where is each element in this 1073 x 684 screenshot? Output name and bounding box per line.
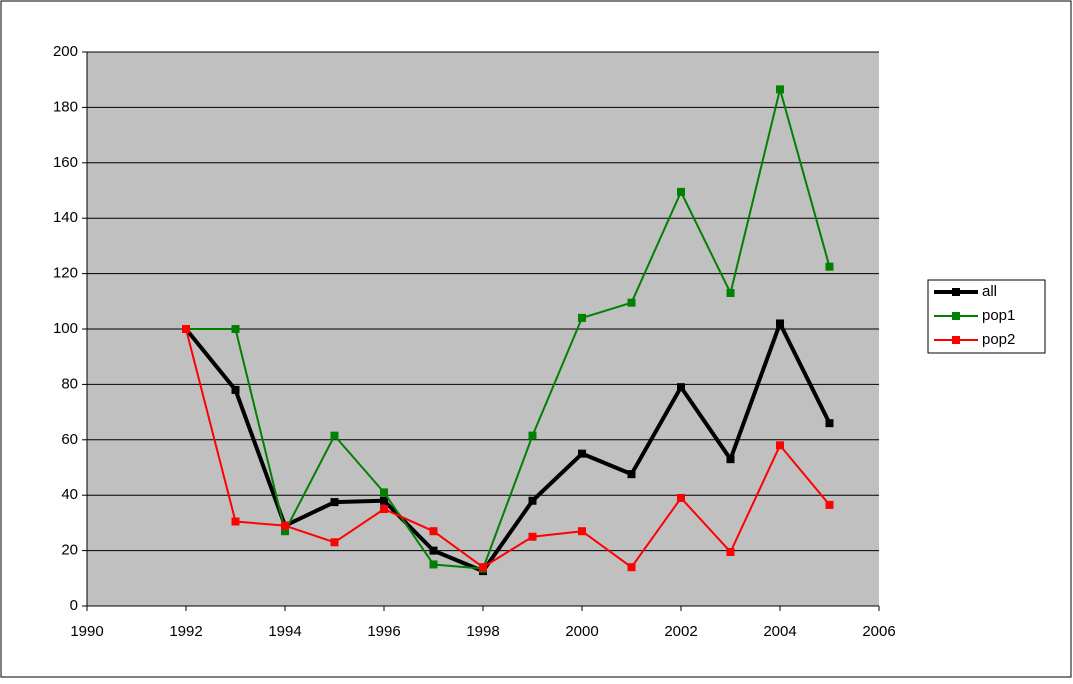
y-tick-label: 20: [61, 542, 78, 559]
point-marker: [578, 449, 586, 458]
point-marker: [528, 532, 537, 541]
y-tick-label: 80: [61, 375, 78, 392]
point-marker: [330, 431, 339, 440]
point-marker: [677, 493, 685, 502]
legend-marker: [952, 312, 960, 320]
y-tick-label: 0: [70, 597, 78, 614]
point-marker: [776, 85, 784, 94]
point-marker: [182, 325, 190, 333]
y-tick-label: 180: [53, 98, 78, 115]
point-marker: [528, 431, 537, 440]
point-marker: [281, 527, 289, 536]
point-marker: [281, 521, 289, 530]
point-marker: [677, 383, 685, 392]
y-tick-label: 200: [53, 43, 78, 60]
point-marker: [726, 288, 735, 297]
point-marker: [627, 563, 636, 572]
point-marker: [726, 547, 735, 556]
x-tick-label: 1998: [466, 623, 499, 640]
x-tick-label: 2006: [862, 623, 895, 640]
x-tick-label: 1996: [367, 623, 400, 640]
point-marker: [380, 496, 388, 505]
x-tick-label: 2004: [763, 623, 796, 640]
legend-label: pop2: [982, 331, 1015, 348]
point-marker: [429, 560, 438, 569]
y-tick-label: 120: [53, 265, 78, 282]
series-line: [185, 328, 831, 569]
point-marker: [578, 527, 586, 536]
point-marker: [231, 325, 240, 333]
point-marker: [825, 262, 834, 271]
point-marker: [776, 319, 784, 328]
x-tick-label: 2000: [565, 623, 598, 640]
point-marker: [231, 517, 240, 526]
y-tick-label: 160: [53, 154, 78, 171]
legend-marker: [952, 336, 960, 344]
x-tick-label: 1994: [268, 623, 301, 640]
series-line: [186, 88, 831, 570]
y-tick-label: 40: [61, 486, 78, 503]
y-tick-label: 60: [61, 431, 78, 448]
legend-label: all: [982, 283, 997, 300]
legend-marker: [952, 288, 960, 296]
point-marker: [380, 505, 388, 514]
point-marker: [330, 498, 339, 507]
point-marker: [330, 538, 339, 547]
point-marker: [528, 496, 537, 505]
y-tick-label: 100: [53, 320, 78, 337]
point-marker: [380, 488, 388, 497]
point-marker: [825, 419, 834, 428]
point-marker: [429, 546, 438, 555]
point-marker: [825, 500, 834, 509]
point-marker: [231, 385, 240, 394]
legend-label: pop1: [982, 307, 1015, 324]
point-marker: [776, 441, 784, 450]
point-marker: [578, 313, 586, 322]
series-line: [184, 321, 832, 574]
x-tick-label: 1992: [169, 623, 202, 640]
point-marker: [726, 455, 735, 464]
x-tick-label: 1990: [70, 623, 103, 640]
point-marker: [479, 563, 487, 572]
point-marker: [627, 298, 636, 307]
x-tick-label: 2002: [664, 623, 697, 640]
point-marker: [429, 527, 438, 536]
point-marker: [677, 187, 685, 196]
y-tick-label: 140: [53, 209, 78, 226]
point-marker: [627, 470, 636, 479]
